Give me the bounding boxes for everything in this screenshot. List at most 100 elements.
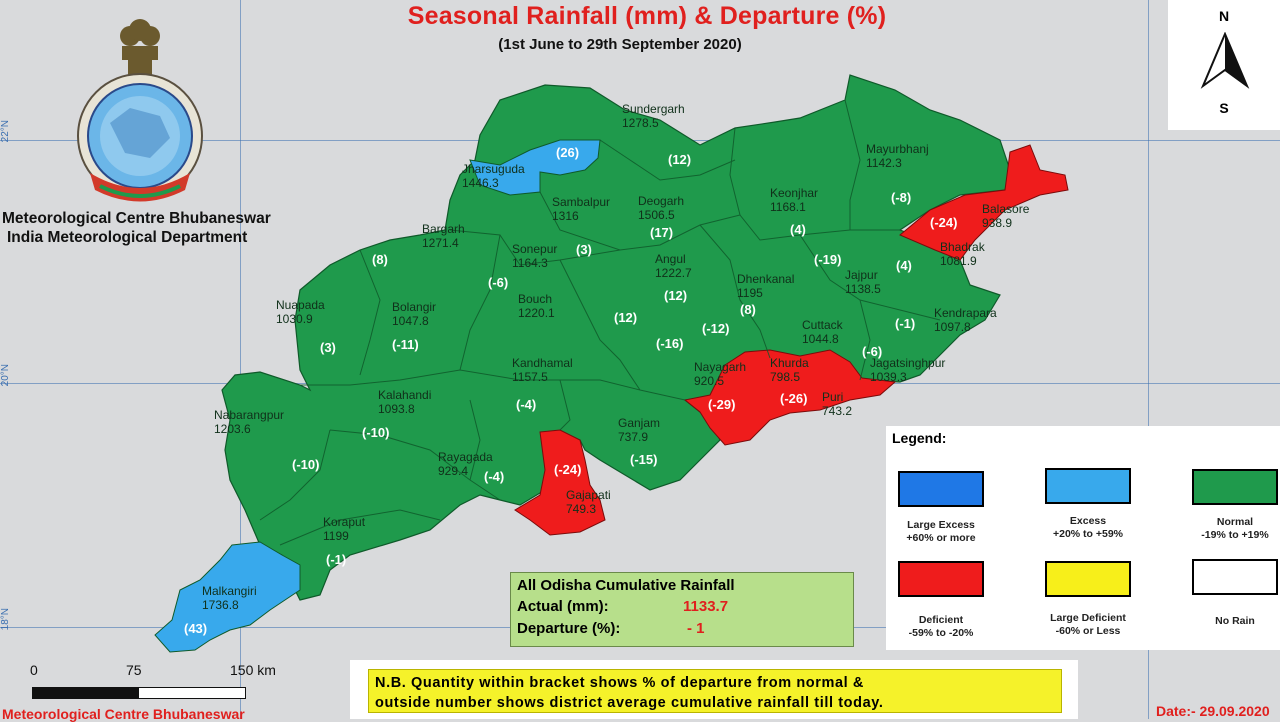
- org-name-centre: Meteorological Centre Bhubaneswar: [2, 210, 271, 227]
- footer-org: Meteorological Centre Bhubaneswar: [2, 706, 245, 722]
- district-label: Kendrapara 1097.8: [934, 306, 997, 334]
- south-label: S: [1219, 100, 1229, 116]
- departure-label: (12): [664, 288, 688, 303]
- district-label: Gajapati 749.3: [566, 488, 611, 516]
- footer-date: Date:- 29.09.2020: [1156, 703, 1270, 719]
- district-label: Bolangir 1047.8: [392, 300, 437, 328]
- district-label: Sundergarh 1278.5: [622, 102, 685, 130]
- departure-label: (12): [668, 152, 692, 167]
- grid-line: [240, 0, 241, 719]
- departure-label: (3): [320, 340, 336, 355]
- legend-label-large-deficient: Large Deficient -60% or Less: [1050, 612, 1126, 637]
- district-malkangiri-excess: [154, 541, 301, 653]
- legend-swatch-deficient: [898, 561, 984, 597]
- district-balasore-deficient: [899, 144, 1069, 261]
- legend-label-no-rain: No Rain: [1215, 615, 1255, 627]
- departure-label: (26): [556, 145, 580, 160]
- departure-total-value: - 1: [687, 620, 705, 637]
- scale-tick-150: 150 km: [230, 662, 276, 678]
- note-panel: N.B. Quantity within bracket shows % of …: [350, 660, 1078, 719]
- departure-label: (-15): [630, 452, 658, 467]
- departure-label: (-6): [488, 275, 509, 290]
- departure-label: (17): [650, 225, 674, 240]
- departure-label: (3): [576, 242, 592, 257]
- departure-label: (-4): [516, 397, 537, 412]
- district-khurda-puri-deficient: [683, 349, 897, 446]
- departure-total-label: Departure (%):: [517, 620, 621, 637]
- departure-label: (-11): [392, 337, 419, 352]
- departure-label: (-29): [708, 397, 736, 412]
- compass-arrow-icon: [1200, 32, 1250, 89]
- scale-tick-75: 75: [126, 662, 142, 678]
- north-arrow: N S: [1168, 0, 1280, 130]
- district-label: Rayagada 929.4: [438, 450, 493, 478]
- legend-panel: Legend: Large Excess +60% or more Excess +…: [886, 426, 1280, 650]
- note-text: N.B. Quantity within bracket shows % of …: [368, 669, 1062, 713]
- legend-label-normal: Normal -19% to +19%: [1201, 516, 1269, 541]
- district-label: Bargarh 1271.4: [422, 222, 465, 250]
- district-label: Cuttack 1044.8: [802, 318, 843, 346]
- departure-label: (-1): [895, 316, 916, 331]
- scale-tick-0: 0: [30, 662, 38, 678]
- legend-swatch-normal: [1192, 469, 1278, 505]
- district-label: Deogarh 1506.5: [638, 194, 685, 222]
- departure-label: (-24): [930, 215, 958, 230]
- cumulative-heading: All Odisha Cumulative Rainfall: [517, 577, 735, 594]
- district-label: Nuapada 1030.9: [276, 298, 325, 326]
- departure-label: (8): [740, 302, 756, 317]
- district-label: Bouch 1220.1: [518, 292, 555, 320]
- departure-label: (4): [896, 258, 912, 273]
- grid-line: [1148, 0, 1149, 719]
- district-boundaries: [259, 99, 941, 546]
- district-label: Dhenkanal 1195: [737, 272, 795, 300]
- actual-label: Actual (mm):: [517, 598, 609, 615]
- district-jharsuguda-excess: [469, 139, 601, 196]
- district-label: Sambalpur 1316: [552, 195, 611, 223]
- imd-emblem-logo: [77, 19, 203, 202]
- district-label: Malkangiri 1736.8: [202, 584, 257, 612]
- map-title: Seasonal Rainfall (mm) & Departure (%): [407, 2, 887, 30]
- district-label: Jharsuguda 1446.3: [462, 162, 525, 190]
- departure-label: (8): [372, 252, 388, 267]
- district-label: Sonepur 1164.3: [512, 242, 558, 270]
- legend-title: Legend:: [892, 430, 947, 446]
- departure-label: (4): [790, 222, 806, 237]
- note-line-2: outside number shows district average cu…: [375, 695, 884, 711]
- district-label: Kandhamal 1157.5: [512, 356, 573, 384]
- district-label: Jajpur 1138.5: [845, 268, 881, 296]
- departure-label: (-6): [862, 344, 883, 359]
- legend-swatch-no-rain: [1192, 559, 1278, 595]
- legend-swatch-excess: [1045, 468, 1131, 504]
- district-label: Ganjam 737.9: [618, 416, 661, 444]
- departure-label: (-26): [780, 391, 808, 406]
- district-label: Bhadrak 1081.9: [940, 240, 985, 268]
- cumulative-rainfall-box: All Odisha Cumulative Rainfall Actual (m…: [510, 572, 854, 647]
- departure-label: (43): [184, 621, 208, 636]
- departure-label: (-4): [484, 469, 505, 484]
- district-label: Keonjhar 1168.1: [770, 186, 819, 214]
- scale-bar: 0 75 150 km: [30, 660, 290, 719]
- departure-label: (-10): [362, 425, 390, 440]
- district-label: Angul 1222.7: [655, 252, 692, 280]
- departure-label: (-10): [292, 457, 320, 472]
- district-label: Puri 743.2: [822, 390, 853, 418]
- state-region-normal: [221, 74, 1011, 601]
- departure-label: (-16): [656, 336, 684, 351]
- scale-bar-outline: [32, 687, 246, 699]
- district-label: Mayurbhanj 1142.3: [866, 142, 929, 170]
- district-label: Koraput 1199: [323, 515, 366, 543]
- district-gajapati-deficient: [514, 429, 606, 536]
- legend-label-excess: Excess +20% to +59%: [1052, 515, 1124, 540]
- org-name-department: India Meteorological Department: [7, 229, 248, 246]
- map-subtitle: (1st June to 29th September 2020): [498, 36, 742, 53]
- actual-value: 1133.7: [683, 598, 729, 615]
- district-label: Balasore 938.9: [982, 202, 1030, 230]
- district-label: Jagatsinghpur 1039.3: [870, 356, 946, 384]
- district-label: Khurda 798.5: [770, 356, 809, 384]
- legend-swatch-large-excess: [898, 471, 984, 507]
- note-line-1: N.B. Quantity within bracket shows % of …: [375, 675, 864, 691]
- legend-label-large-excess: Large Excess +60% or more: [906, 519, 976, 544]
- departure-label: (-12): [702, 321, 730, 336]
- district-label: Nayagarh 920.5: [694, 360, 747, 388]
